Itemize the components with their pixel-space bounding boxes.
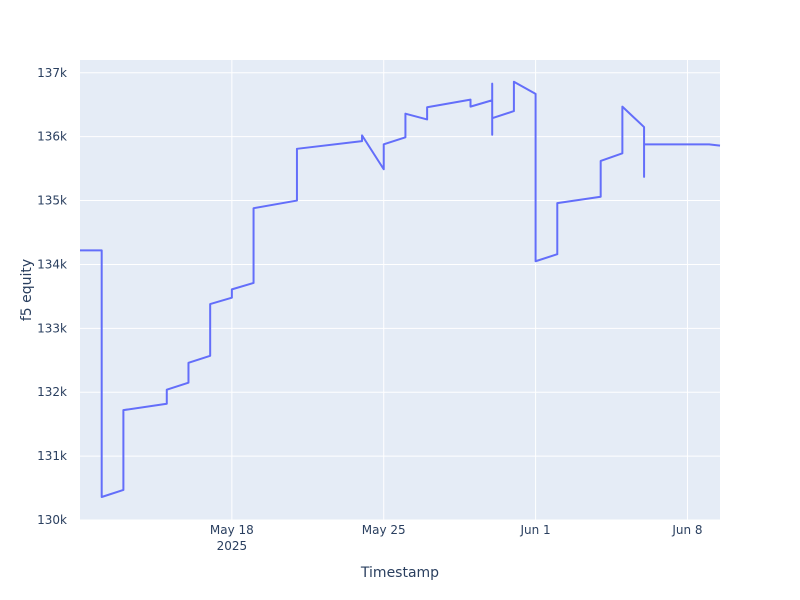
series-line [80, 80, 721, 498]
x-tick-sublabel: 2025 [217, 539, 248, 553]
y-tick-label: 137k [37, 66, 67, 80]
series-group [80, 80, 721, 498]
y-axis-ticks: 130k 131k 132k 133k 134k 135k 136k 137k [37, 66, 67, 527]
x-tick-label: Jun 1 [519, 523, 550, 537]
y-tick-label: 130k [37, 513, 67, 527]
y-tick-label: 135k [37, 194, 67, 208]
x-tick-label: Jun 8 [671, 523, 702, 537]
y-tick-label: 133k [37, 321, 67, 335]
x-axis-title: Timestamp [360, 565, 439, 581]
x-axis-ticks: May 18 2025 May 25 Jun 1 Jun 8 [210, 523, 703, 553]
plot-background [80, 60, 720, 520]
y-axis-title: f5 equity [19, 259, 35, 321]
x-tick-label: May 25 [362, 523, 406, 537]
y-tick-label: 131k [37, 449, 67, 463]
y-tick-label: 134k [37, 257, 67, 271]
y-tick-label: 132k [37, 385, 67, 399]
x-tick-label: May 18 [210, 523, 254, 537]
y-tick-label: 136k [37, 130, 67, 144]
